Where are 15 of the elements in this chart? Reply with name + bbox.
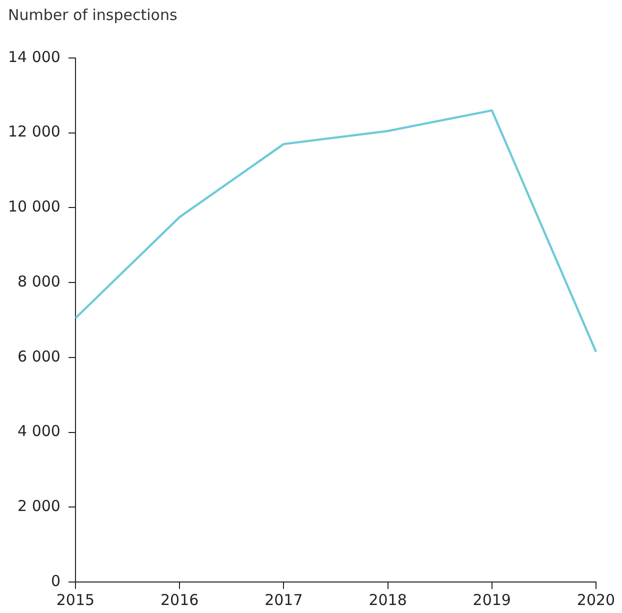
y-tick-label: 2 000: [18, 497, 60, 516]
x-tick-label: 2020: [576, 590, 616, 609]
y-axis-title: Number of inspections: [8, 6, 178, 24]
y-tick-label: 12 000: [8, 122, 60, 141]
y-tick-label: 8 000: [18, 272, 60, 290]
x-tick-label: 2018: [368, 590, 407, 609]
x-tick-label: 2015: [56, 590, 95, 609]
y-tick-label: 0: [50, 572, 60, 590]
y-tick-label: 6 000: [18, 347, 60, 366]
y-tick-label: 10 000: [8, 198, 60, 216]
y-tick-label: 14 000: [8, 48, 60, 66]
y-tick-label: 4 000: [18, 422, 60, 440]
x-tick-label: 2016: [160, 590, 199, 609]
x-tick-label: 2019: [472, 590, 511, 609]
x-tick-label: 2017: [264, 590, 303, 609]
